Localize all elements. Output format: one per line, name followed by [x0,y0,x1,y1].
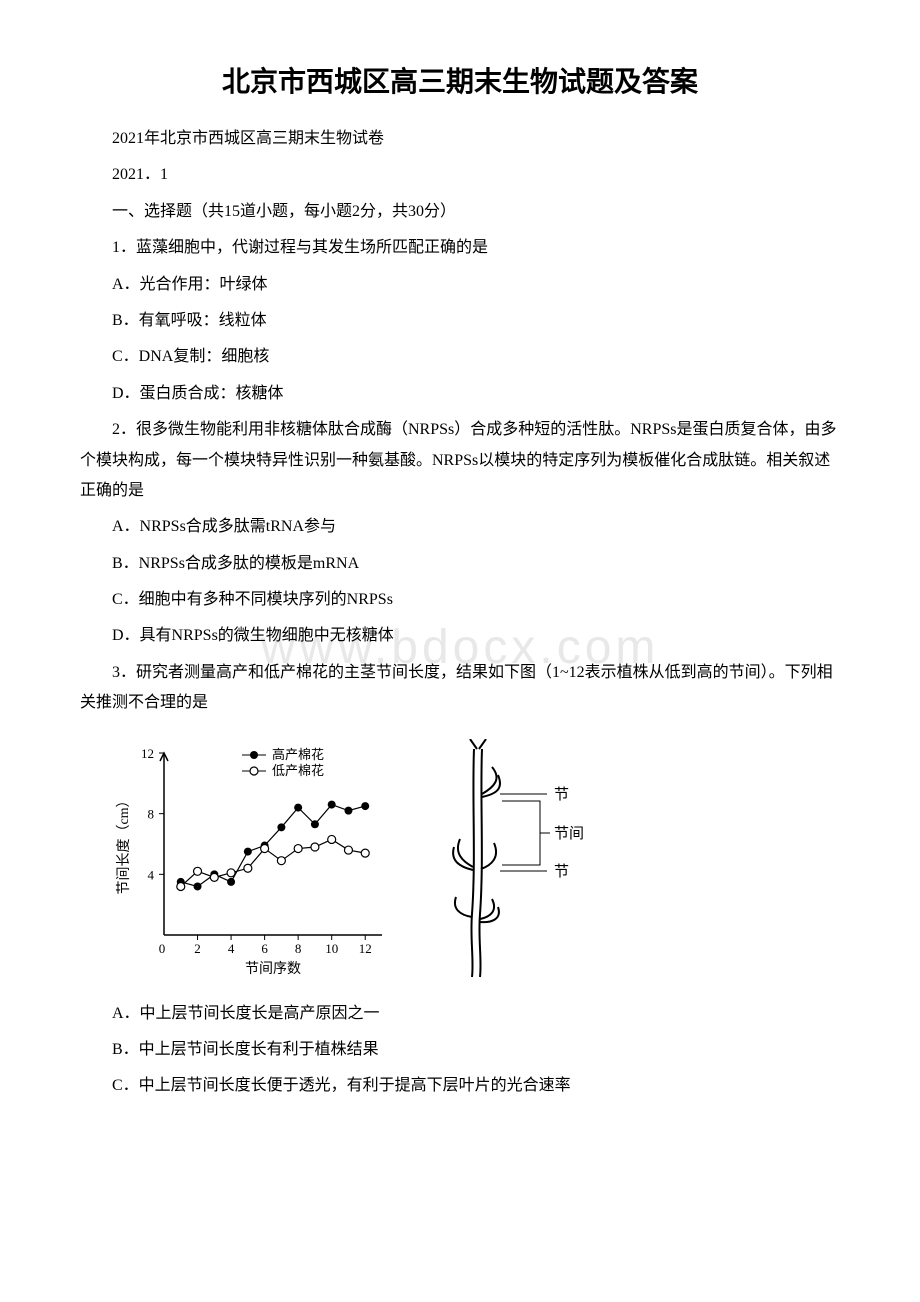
svg-text:4: 4 [228,941,235,956]
svg-text:12: 12 [359,941,372,956]
q3-option-b: B．中上层节间长度长有利于植株结果 [80,1035,840,1065]
svg-text:节: 节 [554,786,569,803]
svg-text:低产棉花: 低产棉花 [272,763,324,778]
svg-text:4: 4 [148,867,155,882]
q2-option-b: B．NRPSs合成多肽的模板是mRNA [80,549,840,579]
scatter-chart: 0 2 4 6 8 10 12 4 8 12 节间序数 节间长度（cm） 高产棉花低产棉花 [112,739,392,979]
q1-option-a: A．光合作用：叶绿体 [80,270,840,300]
svg-text:节间长度（cm）: 节间长度（cm） [116,793,132,894]
svg-text:高产棉花: 高产棉花 [272,747,324,762]
q1-option-b: B．有氧呼吸：线粒体 [80,306,840,336]
document-content: 北京市西城区高三期末生物试题及答案 2021年北京市西城区高三期末生物试卷 20… [80,60,840,1102]
q3-stem: 3．研究者测量高产和低产棉花的主茎节间长度，结果如下图（1~12表示植株从低到高… [80,658,840,719]
page-title: 北京市西城区高三期末生物试题及答案 [80,60,840,100]
q1-stem: 1．蓝藻细胞中，代谢过程与其发生场所匹配正确的是 [80,233,840,263]
svg-text:节间: 节间 [554,825,584,842]
svg-text:0: 0 [159,941,166,956]
q2-option-a: A．NRPSs合成多肽需tRNA参与 [80,512,840,542]
plant-stem-diagram: 节节间节 [432,739,612,979]
q1-option-c: C．DNA复制：细胞核 [80,342,840,372]
svg-text:8: 8 [295,941,302,956]
svg-text:6: 6 [261,941,268,956]
q2-option-c: C．细胞中有多种不同模块序列的NRPSs [80,585,840,615]
svg-text:8: 8 [148,806,155,821]
q2-option-d: D．具有NRPSs的微生物细胞中无核糖体 [80,621,840,651]
header-line-1: 2021年北京市西城区高三期末生物试卷 [80,124,840,154]
section-1-header: 一、选择题（共15道小题，每小题2分，共30分） [80,197,840,227]
q3-option-a: A．中上层节间长度长是高产原因之一 [80,999,840,1029]
q3-figure: 0246810124812节间序数节间长度（cm）高产棉花低产棉花 节节间节 [112,739,840,979]
svg-text:10: 10 [325,941,338,956]
svg-text:12: 12 [141,746,154,761]
svg-text:2: 2 [194,941,201,956]
q2-stem: 2．很多微生物能利用非核糖体肽合成酶（NRPSs）合成多种短的活性肽。NRPSs… [80,415,840,506]
header-line-2: 2021．1 [80,160,840,190]
q3-option-c: C．中上层节间长度长便于透光，有利于提高下层叶片的光合速率 [80,1071,840,1101]
svg-text:节间序数: 节间序数 [245,961,301,977]
svg-text:节: 节 [554,863,569,880]
q1-option-d: D．蛋白质合成：核糖体 [80,379,840,409]
